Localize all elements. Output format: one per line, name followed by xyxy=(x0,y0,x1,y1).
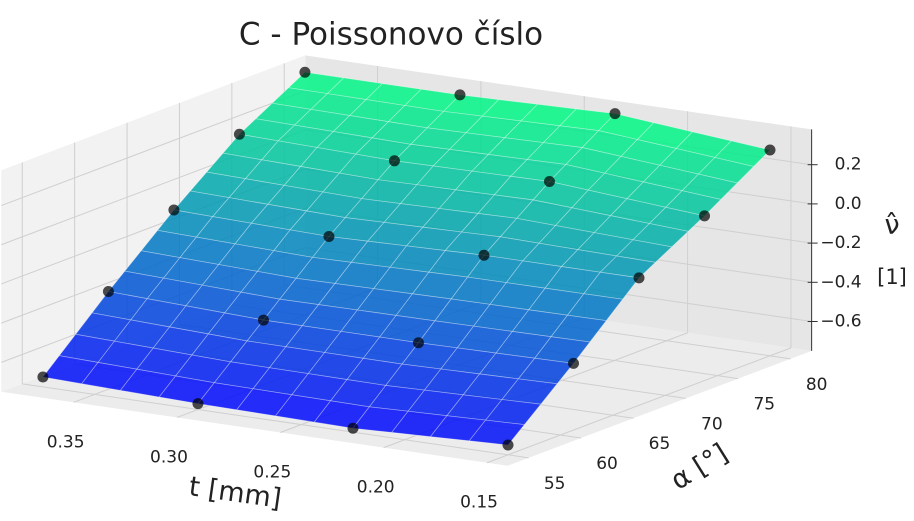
data-point xyxy=(699,210,710,222)
data-point xyxy=(764,144,776,156)
z-tick-label: −0.6 xyxy=(820,312,861,332)
pane-left xyxy=(1,55,306,392)
y-tick-label: 70 xyxy=(701,414,723,434)
grid-line xyxy=(1,90,306,207)
surface-patch xyxy=(534,336,591,364)
z-tick-label: 0.0 xyxy=(835,194,862,214)
data-point xyxy=(192,398,204,410)
y-tick-label: 65 xyxy=(649,434,671,454)
y-tick-label: 80 xyxy=(806,375,828,395)
x-tick-label: 0.25 xyxy=(253,463,291,483)
surface-patch xyxy=(664,190,722,217)
data-point xyxy=(257,314,269,326)
data-point xyxy=(412,337,424,349)
data-point xyxy=(102,286,114,298)
y-tick-label: 75 xyxy=(753,395,775,415)
data-point xyxy=(502,439,514,451)
data-point xyxy=(568,357,579,369)
z-tick-label: 0.2 xyxy=(835,155,862,175)
z-tick-label: −0.4 xyxy=(820,272,861,292)
data-point xyxy=(37,371,49,383)
x-tick-label: 0.35 xyxy=(47,432,85,452)
grid-line xyxy=(486,347,792,464)
x-tick-label: 0.20 xyxy=(357,478,395,498)
data-point xyxy=(323,231,335,243)
data-point xyxy=(543,176,555,187)
x-tick-label: 0.30 xyxy=(150,447,188,467)
surface-patch xyxy=(615,239,673,263)
x-tick-label: 0.15 xyxy=(460,493,498,513)
data-point xyxy=(168,204,180,216)
surface-patch xyxy=(697,157,755,184)
z-tick-label: −0.2 xyxy=(820,233,861,253)
surface-patch xyxy=(566,293,624,322)
data-point xyxy=(454,89,466,101)
surface-patch xyxy=(468,419,526,446)
surface-patch xyxy=(599,255,657,279)
data-point xyxy=(609,108,621,120)
surface-patch xyxy=(632,223,689,248)
chart-title: C - Poissonovo číslo xyxy=(239,17,543,53)
data-point xyxy=(388,155,400,167)
data-point xyxy=(233,128,245,140)
surface-patch xyxy=(550,314,607,343)
y-tick-label: 60 xyxy=(596,454,618,474)
data-point xyxy=(299,66,311,78)
surface xyxy=(42,71,771,446)
data-point xyxy=(478,249,490,261)
grid-line xyxy=(22,383,529,459)
z-axis-label: [1] xyxy=(877,265,907,289)
z-axis-label: ν̂ xyxy=(884,210,899,241)
data-point xyxy=(633,272,645,284)
y-axis-label: α [°] xyxy=(665,438,733,497)
y-tick-label: 55 xyxy=(544,474,566,494)
data-point xyxy=(347,422,359,434)
